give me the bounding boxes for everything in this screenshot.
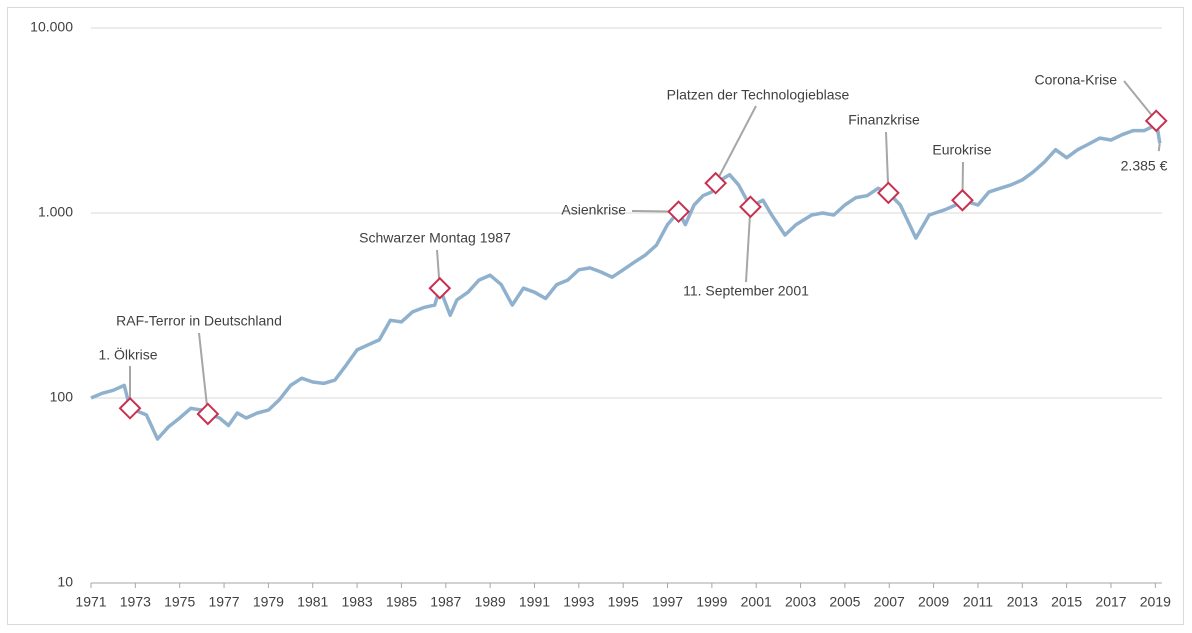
x-tick-label: 1991 bbox=[519, 594, 550, 610]
event-marker bbox=[667, 200, 691, 224]
x-tick-label: 1995 bbox=[608, 594, 639, 610]
x-tick-label: 2001 bbox=[741, 594, 772, 610]
x-tick-label: 2009 bbox=[918, 594, 949, 610]
annotation-label: RAF-Terror in Deutschland bbox=[116, 313, 282, 329]
annotation-label: Finanzkrise bbox=[848, 112, 920, 128]
y-tick-label: 100 bbox=[50, 389, 74, 405]
x-tick-label: 1985 bbox=[386, 594, 417, 610]
y-tick-label: 10.000 bbox=[30, 19, 73, 35]
event-marker bbox=[1144, 109, 1168, 133]
series-line bbox=[90, 119, 1162, 441]
end-label: 2.385 € bbox=[1121, 158, 1168, 174]
x-tick-label: 2005 bbox=[829, 594, 860, 610]
x-tick-label: 2015 bbox=[1051, 594, 1082, 610]
x-tick-label: 2007 bbox=[874, 594, 905, 610]
annotation-label: 1. Ölkrise bbox=[98, 346, 157, 363]
event-marker bbox=[951, 188, 974, 212]
x-tick-label: 2013 bbox=[1007, 594, 1038, 610]
x-tick-label: 1979 bbox=[253, 594, 284, 610]
x-tick-label: 1989 bbox=[475, 594, 506, 610]
annotation-label: 11. September 2001 bbox=[683, 283, 809, 299]
x-tick-label: 1975 bbox=[164, 594, 195, 610]
y-tick-label: 10 bbox=[57, 574, 73, 590]
event-marker bbox=[428, 276, 452, 300]
x-tick-label: 1987 bbox=[430, 594, 461, 610]
x-tick-label: 1993 bbox=[563, 594, 594, 610]
x-tick-label: 1981 bbox=[297, 594, 328, 610]
x-tick-label: 1971 bbox=[75, 594, 106, 610]
y-tick-label: 1.000 bbox=[38, 204, 73, 220]
leader-line bbox=[745, 206, 752, 283]
event-marker bbox=[196, 402, 220, 426]
frame bbox=[7, 7, 1184, 625]
x-tick-label: 1983 bbox=[342, 594, 373, 610]
x-tick-label: 2011 bbox=[963, 594, 993, 610]
event-marker bbox=[876, 181, 900, 205]
event-marker bbox=[704, 171, 728, 195]
x-tick-label: 2017 bbox=[1095, 594, 1126, 610]
x-tick-label: 1997 bbox=[652, 594, 683, 610]
x-tick-label: 2019 bbox=[1140, 594, 1171, 610]
event-marker bbox=[118, 396, 142, 420]
x-tick-label: 1977 bbox=[208, 594, 239, 610]
annotation-label: Eurokrise bbox=[932, 142, 991, 158]
annotation-label: Schwarzer Montag 1987 bbox=[359, 230, 511, 246]
x-tick-label: 2003 bbox=[785, 594, 816, 610]
event-marker bbox=[739, 195, 762, 219]
annotation-label: Platzen der Technologieblase bbox=[667, 87, 850, 103]
leader-line bbox=[198, 332, 209, 415]
x-tick-label: 1973 bbox=[120, 594, 151, 610]
leader-line bbox=[714, 105, 757, 184]
annotation-label: Asienkrise bbox=[561, 202, 626, 218]
leader-line bbox=[1123, 80, 1158, 122]
x-tick-label: 1999 bbox=[696, 594, 727, 610]
leader-line bbox=[1157, 143, 1161, 152]
annotation-label: Corona-Krise bbox=[1035, 72, 1118, 88]
